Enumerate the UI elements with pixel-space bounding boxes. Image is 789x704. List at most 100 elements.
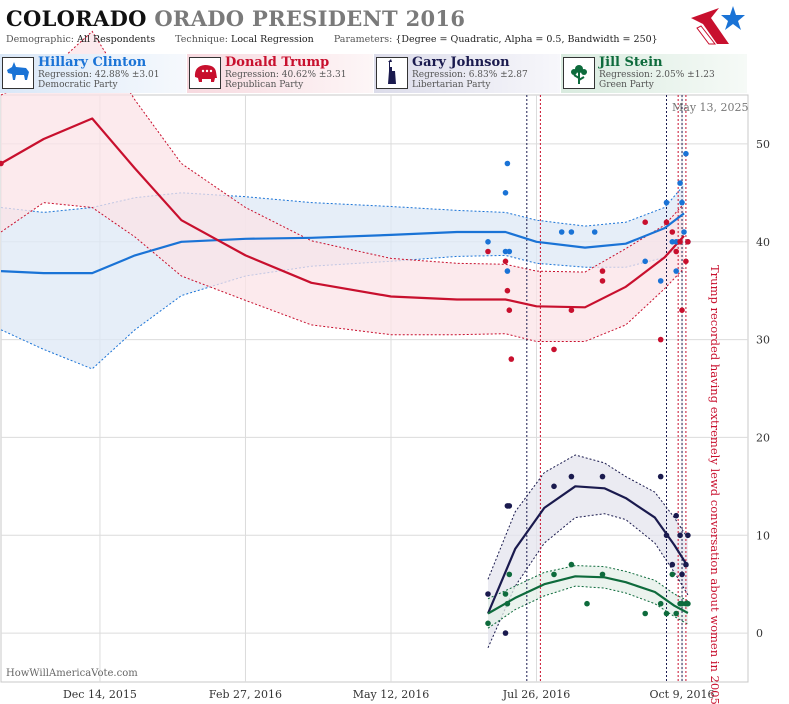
poll-point [506,307,513,314]
poll-point [677,239,683,245]
poll-point [599,571,606,578]
legend-regression: Regression: 42.88% ±3.01 [38,70,160,80]
y-tick-label: 10 [756,529,770,542]
poll-point [657,473,664,480]
poll-point [669,229,676,235]
site-logo-icon [691,6,745,45]
poll-point [679,600,685,607]
poll-point [669,571,676,578]
x-tick-label: Dec 14, 2015 [63,688,137,701]
event-annotation: Trump recorded having extremely lewd con… [708,265,722,704]
band-lower-line [0,202,685,342]
poll-point [657,278,664,284]
confidence-band [1,31,684,342]
confidence-band [488,565,688,629]
poll-point [685,600,691,607]
poll-point [551,483,557,490]
legend-regression: Regression: 2.05% ±1.23 [599,70,715,80]
poll-point [673,610,679,617]
poll-point [642,610,648,617]
poll-point [657,336,664,343]
legend-name: Gary Johnson [412,55,510,70]
poll-point [502,190,509,196]
y-tick-label: 20 [756,431,770,444]
donkey-icon [2,57,34,89]
header: COLORADO ORADO PRESIDENT 2016 Demographi… [0,0,789,50]
x-tick-labels: Dec 14, 2015 Feb 27, 2016 May 12, 2016 Jul … [63,688,715,701]
legend-item-stein: Jill Stein Regression: 2.05% ±1.23 Green… [561,54,747,93]
x-tick-label: Feb 27, 2016 [209,688,282,701]
demographic-label: Demographic: [6,34,75,45]
poll-point [642,219,648,225]
y-tick-label: 30 [756,334,770,347]
poll-point [663,199,670,206]
grid [1,95,748,682]
legend-name: Jill Stein [599,55,663,70]
poll-point [504,600,511,607]
poll-point [681,229,687,235]
legend-party: Green Party [599,80,654,90]
poll-point [506,248,513,255]
poll-point [504,287,511,294]
poll-point [677,532,683,539]
poll-point [677,180,683,186]
poll-point [657,600,664,607]
x-tick-label: May 12, 2016 [353,688,430,701]
poll-point [683,150,689,157]
poll-point [584,600,590,607]
legend-item-clinton: Hillary Clinton Regression: 42.88% ±3.01… [0,54,186,93]
poll-point [508,356,515,362]
poll-point [663,532,670,539]
poll-point [679,199,685,206]
regression-line [0,117,685,309]
flower-icon [563,57,595,89]
band-upper-line [487,565,689,602]
poll-point [485,248,491,255]
poll-point [679,571,685,578]
poll-point [679,307,685,314]
poll-point [685,532,691,539]
legend-item-johnson: Gary Johnson Regression: 6.83% ±2.87 Lib… [374,54,560,93]
technique-value: Local Regression [231,34,314,45]
band-upper-line [0,30,685,273]
poll-point [673,239,679,245]
poll-point [599,268,606,274]
poll-point [502,258,509,265]
y-tick-label: 0 [756,627,763,640]
poll-point [663,219,670,225]
confidence-band [488,455,688,648]
parameters-line: Demographic: All Respondents Technique: … [6,34,658,45]
poll-point [683,561,689,568]
poll-point [599,473,606,480]
legend-party: Democratic Party [38,80,118,90]
legend-party: Republican Party [225,80,304,90]
poll-point [502,591,509,597]
regression-lines [0,117,689,615]
poll-point [551,346,557,353]
poll-point [502,630,509,636]
poll-point [506,571,513,578]
poll-point [683,258,689,265]
page-title: COLORADO ORADO PRESIDENT 2016 [6,6,465,31]
demographic-value: All Respondents [77,34,156,45]
event-lines [526,95,687,682]
legend-party: Libertarian Party [412,80,491,90]
poll-point [506,503,513,509]
y-tick-labels: 0 10 20 30 40 50 [756,138,770,640]
poll-point [599,278,606,284]
elephant-icon [189,57,221,89]
regression-line [0,212,685,275]
title-state: COLORADO [6,6,147,31]
poll-point [673,268,679,274]
poll-point [504,268,511,274]
title-race: ORADO PRESIDENT 2016 [154,6,466,31]
y-tick-label: 50 [756,138,770,151]
band-lower-line [487,513,689,649]
regression-line [487,575,689,615]
confidence-bands [0,30,689,649]
poll-point [568,473,575,480]
x-tick-label: Jul 26, 2016 [502,688,571,701]
candidate-legend: Hillary Clinton Regression: 42.88% ±3.01… [0,54,789,93]
poll-point [485,591,491,597]
